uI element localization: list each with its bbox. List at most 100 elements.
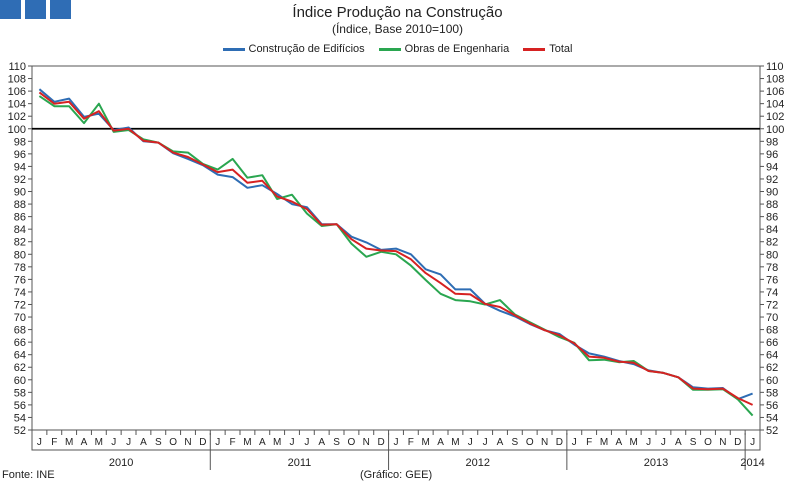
month-label: S [690, 437, 697, 448]
y-tick-label-right: 54 [766, 412, 778, 424]
y-tick-label-left: 52 [14, 425, 26, 437]
legend-label: Total [549, 43, 573, 55]
y-tick-label-left: 102 [8, 111, 26, 123]
month-label: S [155, 437, 162, 448]
logo-block [50, 0, 71, 19]
month-label: J [572, 437, 577, 448]
month-label: O [169, 437, 177, 448]
y-tick-label-left: 74 [14, 287, 26, 299]
month-label: J [111, 437, 116, 448]
year-label: 2013 [644, 457, 668, 469]
month-label: J [661, 437, 666, 448]
logo-block [0, 0, 21, 19]
month-label: J [646, 437, 651, 448]
y-tick-label-right: 98 [766, 136, 778, 148]
y-tick-label-left: 108 [8, 74, 26, 86]
month-label: M [65, 437, 73, 448]
y-tick-label-left: 84 [14, 224, 26, 236]
month-label: J [126, 437, 131, 448]
month-label: D [734, 437, 741, 448]
y-tick-label-left: 70 [14, 312, 26, 324]
y-tick-label-right: 84 [766, 224, 778, 236]
legend-item-total: Total [523, 43, 573, 55]
y-tick-label-left: 92 [14, 174, 26, 186]
month-label: D [556, 437, 563, 448]
y-tick-label-left: 100 [8, 124, 26, 136]
plot-frame [31, 65, 761, 451]
y-tick-label-left: 96 [14, 149, 26, 161]
y-tick-label-left: 68 [14, 325, 26, 337]
month-label: F [230, 437, 236, 448]
legend-item-engenharia: Obras de Engenharia [378, 43, 509, 55]
y-tick-label-left: 78 [14, 262, 26, 274]
y-tick-label-right: 104 [766, 99, 784, 111]
series-line-obras-de-engenharia [38, 95, 754, 417]
y-tick-label-right: 108 [766, 74, 784, 86]
month-label: O [348, 437, 356, 448]
month-label: N [184, 437, 191, 448]
credit-note: (Gráfico: GEE) [360, 469, 433, 481]
y-tick-label-right: 56 [766, 400, 778, 412]
legend-item-edificios: Construção de Edifícios [222, 43, 365, 55]
y-tick-label-left: 72 [14, 299, 26, 311]
y-tick-label-left: 64 [14, 350, 26, 362]
month-label: A [497, 437, 504, 448]
legend-swatch [378, 47, 401, 51]
y-tick-label-left: 54 [14, 412, 26, 424]
month-label: J [483, 437, 488, 448]
y-tick-label-left: 104 [8, 99, 26, 111]
y-tick-label-left: 60 [14, 375, 26, 387]
y-tick-label-right: 90 [766, 187, 778, 199]
y-tick-label-left: 66 [14, 337, 26, 349]
year-label: 2014 [740, 457, 764, 469]
y-tick-label-right: 100 [766, 124, 784, 136]
year-label: 2011 [288, 457, 312, 469]
y-tick-label-left: 86 [14, 212, 26, 224]
y-tick-label-right: 106 [766, 86, 784, 98]
year-label: 2010 [109, 457, 133, 469]
month-label: D [378, 437, 385, 448]
y-tick-label-right: 58 [766, 387, 778, 399]
month-label: A [318, 437, 325, 448]
month-label: J [290, 437, 295, 448]
logo [0, 0, 71, 19]
y-tick-label-right: 110 [766, 61, 784, 73]
y-tick-label-right: 96 [766, 149, 778, 161]
y-tick-label-right: 80 [766, 249, 778, 261]
y-tick-label-left: 106 [8, 86, 26, 98]
month-label: M [95, 437, 103, 448]
month-label: N [363, 437, 370, 448]
month-label: O [526, 437, 534, 448]
y-tick-label-left: 94 [14, 161, 26, 173]
y-tick-label-left: 80 [14, 249, 26, 261]
month-label: N [541, 437, 548, 448]
y-tick-label-right: 86 [766, 212, 778, 224]
y-tick-label-left: 82 [14, 237, 26, 249]
y-tick-label-right: 66 [766, 337, 778, 349]
month-label: S [512, 437, 519, 448]
month-label: A [140, 437, 147, 448]
legend-label: Construção de Edifícios [248, 43, 365, 55]
month-label: F [408, 437, 414, 448]
month-label: N [719, 437, 726, 448]
month-label: A [81, 437, 88, 448]
y-tick-label-left: 110 [8, 61, 26, 73]
y-tick-label-right: 64 [766, 350, 778, 362]
series-line-total [38, 91, 754, 406]
legend-swatch [523, 47, 546, 51]
y-tick-label-right: 62 [766, 362, 778, 374]
y-tick-label-right: 76 [766, 274, 778, 286]
month-label: J [215, 437, 220, 448]
y-tick-label-left: 58 [14, 387, 26, 399]
month-label: A [675, 437, 682, 448]
month-label: F [586, 437, 592, 448]
series-line-constru-o-de-edif-cios [38, 88, 753, 401]
legend-swatch [222, 47, 245, 51]
month-label: M [273, 437, 281, 448]
y-tick-label-left: 62 [14, 362, 26, 374]
y-tick-label-right: 70 [766, 312, 778, 324]
month-label: M [630, 437, 638, 448]
y-tick-label-left: 98 [14, 136, 26, 148]
y-tick-label-right: 68 [766, 325, 778, 337]
